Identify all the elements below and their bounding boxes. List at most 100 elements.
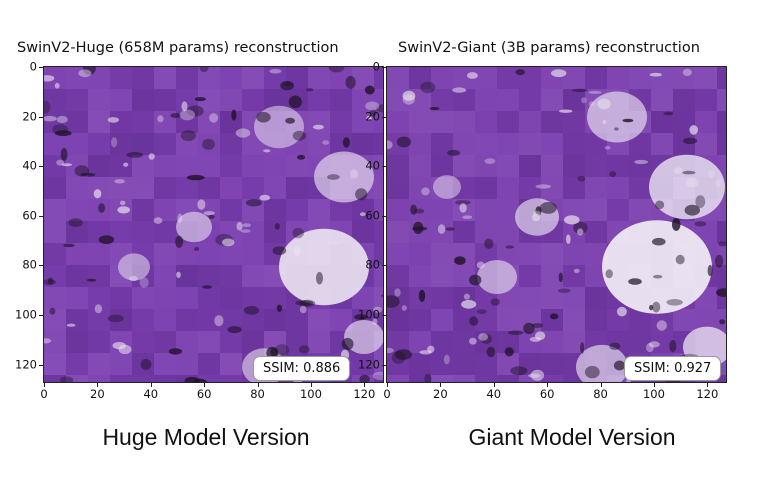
dark-speckle — [231, 109, 237, 121]
heatmap-patch — [44, 89, 66, 111]
dark-speckle — [49, 307, 56, 315]
x-tick-mark — [97, 383, 99, 387]
dark-speckle — [359, 374, 370, 382]
heatmap-patch — [132, 287, 154, 309]
dark-speckle — [202, 138, 215, 150]
heatmap-patch — [497, 243, 519, 265]
heatmap-patch — [629, 155, 651, 177]
x-tick-mark — [204, 383, 206, 387]
heatmap-patch — [88, 265, 110, 287]
heatmap-patch — [409, 67, 431, 89]
dark-speckle — [715, 254, 724, 268]
dark-speckle — [227, 326, 242, 334]
light-speckle — [452, 87, 467, 93]
heatmap-patch — [497, 331, 519, 353]
bright-region — [279, 228, 369, 306]
x-tick-mark — [364, 383, 366, 387]
heatmap-patch — [154, 89, 176, 111]
x-tick-label: 20 — [433, 387, 448, 401]
heatmap-patch — [387, 309, 409, 331]
dark-speckle — [683, 137, 698, 144]
heatmap-patch — [220, 243, 242, 265]
heatmap-patch — [431, 331, 453, 353]
heatmap-patch — [629, 331, 651, 353]
dark-speckle — [628, 278, 642, 285]
heatmap-patch — [475, 177, 497, 199]
heatmap-patch — [176, 287, 198, 309]
heatmap-patch — [541, 155, 563, 177]
light-speckle — [242, 223, 251, 228]
dark-speckle — [505, 245, 514, 249]
light-speckle — [94, 304, 103, 314]
dark-speckle — [98, 235, 115, 245]
heatmap-patch — [695, 67, 717, 89]
heatmap-patch — [330, 199, 352, 221]
heatmap-patch — [374, 265, 383, 287]
light-speckle — [148, 153, 155, 160]
heatmap-patch — [374, 199, 383, 221]
chart-title: SwinV2-Giant (3B params) reconstruction — [398, 40, 700, 56]
heatmap-patch — [541, 243, 563, 265]
heatmap-patch — [431, 155, 453, 177]
dark-speckle — [609, 342, 621, 350]
dark-speckle — [285, 117, 295, 124]
dark-speckle — [716, 288, 726, 297]
heatmap-patch — [453, 221, 475, 243]
heatmap-patch — [541, 287, 563, 309]
light-speckle — [588, 90, 602, 94]
dark-speckle — [573, 221, 588, 234]
light-speckle — [263, 149, 271, 153]
heatmap-patch — [220, 111, 242, 133]
caption-label: Giant Model Version — [468, 424, 676, 450]
heatmap-patch — [519, 177, 541, 199]
heatmap-patch — [286, 331, 308, 353]
y-tick-mark — [382, 67, 386, 68]
x-tick-mark — [493, 383, 495, 387]
light-speckle — [118, 344, 132, 355]
heatmap-svg — [387, 67, 726, 382]
light-speckle — [551, 69, 567, 78]
heatmap-patch — [431, 199, 453, 221]
dark-speckle — [86, 278, 97, 282]
heatmap-patch — [475, 221, 497, 243]
dark-speckle — [558, 272, 563, 283]
heatmap-patch — [66, 353, 88, 375]
light-speckle — [463, 293, 470, 300]
dark-speckle — [327, 174, 340, 180]
dark-speckle — [557, 288, 571, 293]
heatmap-patch — [88, 243, 110, 265]
light-speckle — [322, 140, 330, 145]
heatmap-patch — [308, 309, 330, 331]
heatmap-patch — [308, 199, 330, 221]
dark-speckle — [355, 188, 368, 201]
heatmap-patch — [717, 375, 726, 382]
y-tick-mark — [39, 215, 43, 217]
light-speckle — [259, 194, 271, 201]
x-tick-label: 40 — [143, 387, 159, 401]
heatmap-patch — [286, 177, 308, 199]
light-speckle — [573, 268, 580, 274]
light-speckle — [616, 306, 627, 317]
heatmap-patch — [431, 133, 453, 155]
heatmap-patch — [220, 265, 242, 287]
heatmap-patch — [198, 111, 220, 133]
light-speckle — [604, 145, 611, 150]
heatmap-patch — [519, 375, 541, 382]
heatmap-patch — [374, 353, 383, 375]
heatmap-patch — [563, 265, 585, 287]
heatmap-patch — [220, 221, 242, 243]
heatmap-patch — [308, 111, 330, 133]
heatmap-patch — [154, 265, 176, 287]
heatmap-patch — [176, 331, 198, 353]
dark-speckle — [364, 85, 375, 95]
y-tick-label: 0 — [372, 59, 380, 74]
x-tick-mark — [440, 383, 442, 387]
dark-speckle — [531, 323, 544, 328]
dark-speckle — [295, 300, 314, 306]
light-speckle — [535, 184, 552, 189]
y-tick-mark — [39, 265, 43, 267]
heatmap-patch — [431, 111, 453, 133]
heatmap-patch — [374, 243, 383, 265]
light-speckle — [649, 72, 662, 77]
heatmap-patch — [264, 177, 286, 199]
